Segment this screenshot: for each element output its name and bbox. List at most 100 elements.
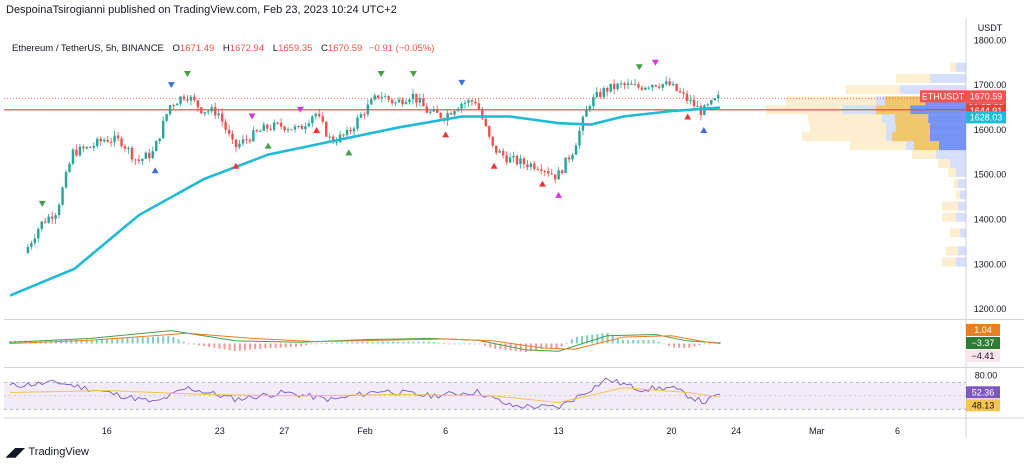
candle-body xyxy=(61,187,64,205)
sell-signal-marker xyxy=(458,79,466,86)
candle-body xyxy=(224,121,227,130)
macd-histogram-bar xyxy=(616,337,619,344)
macd-histogram-bar xyxy=(85,339,88,344)
candle-body xyxy=(102,139,106,142)
candle-body xyxy=(252,130,255,142)
macd-histogram-bar xyxy=(478,343,481,345)
macd-histogram-bar xyxy=(29,340,32,344)
candle-body xyxy=(172,105,175,107)
candle-body xyxy=(182,96,186,100)
candle-body xyxy=(446,113,449,121)
time-tick-label: 6 xyxy=(443,426,448,436)
candle-body xyxy=(418,98,422,103)
time-tick-label: 23 xyxy=(215,426,225,436)
time-tick-label: 27 xyxy=(279,426,289,436)
macd-histogram-bar xyxy=(683,343,686,348)
candle-body xyxy=(436,109,439,113)
volume-profile-bar xyxy=(956,212,966,222)
macd-histogram-bar xyxy=(586,335,589,344)
candle-body xyxy=(279,122,283,127)
macd-histogram-bar xyxy=(678,343,681,348)
candle-body xyxy=(259,130,262,132)
macd-histogram-bar xyxy=(637,340,640,344)
macd-histogram-bar xyxy=(243,343,246,351)
time-tick-label: 13 xyxy=(554,426,564,436)
chart-frame[interactable]: USDT 1200.00 1300.00 1400.00 1500.00 1600.00 1… xyxy=(0,18,1024,440)
candle-body xyxy=(571,154,574,160)
macd-histogram-bar xyxy=(407,341,410,344)
macd-histogram-bar xyxy=(187,343,190,345)
candle-body xyxy=(220,113,224,122)
sell-signal-marker xyxy=(651,59,659,66)
macd-histogram-bar xyxy=(152,336,155,344)
macd-histogram-bar xyxy=(146,337,149,344)
macd-histogram-bar xyxy=(24,340,27,344)
macd-histogram-bar xyxy=(233,343,236,352)
candle-body xyxy=(585,109,588,117)
candle-body xyxy=(592,97,595,107)
macd-histogram-bar xyxy=(453,343,456,345)
macd-histogram-bar xyxy=(197,343,200,346)
macd-histogram-bar xyxy=(438,342,441,344)
macd-histogram-bar xyxy=(300,343,303,347)
candle-body xyxy=(474,101,477,104)
candle-body xyxy=(85,146,89,149)
tradingview-footer[interactable]: ◢◤ TradingView xyxy=(6,445,89,459)
volume-profile-bar xyxy=(930,73,966,83)
candle-body xyxy=(501,150,505,156)
macd-histogram-bar xyxy=(366,341,369,344)
candle-body xyxy=(234,139,238,148)
macd-histogram-bar xyxy=(427,341,430,344)
volume-profile-bar xyxy=(950,159,966,169)
macd-histogram-bar xyxy=(443,343,446,345)
candle-body xyxy=(269,128,272,130)
rsi-value-tag: 52.36 xyxy=(972,387,995,397)
candle-body xyxy=(99,138,102,142)
candle-body xyxy=(484,118,488,127)
candle-body xyxy=(227,129,231,134)
macd-value-tag: −4.41 xyxy=(972,351,995,361)
candle-body xyxy=(529,163,533,168)
candle-body xyxy=(179,96,182,104)
candle-body xyxy=(37,228,40,239)
candle-body xyxy=(331,136,335,143)
candle-body xyxy=(262,124,265,131)
candle-body xyxy=(717,94,720,99)
candle-body xyxy=(713,98,716,101)
macd-value-tag-bg xyxy=(966,324,1000,336)
macd-histogram-bar xyxy=(75,339,78,344)
candle-body xyxy=(543,171,546,173)
macd-histogram-bar xyxy=(131,337,134,344)
ma-price-tag-bg xyxy=(966,111,1006,124)
macd-histogram-bar xyxy=(524,343,527,353)
candle-body xyxy=(352,128,356,132)
candle-body xyxy=(120,138,123,147)
candle-body xyxy=(148,152,151,159)
buy-signal-marker xyxy=(313,126,321,133)
candle-body xyxy=(623,83,626,85)
macd-histogram-bar xyxy=(100,339,103,344)
low-value: 1659.35 xyxy=(278,43,313,54)
candle-body xyxy=(68,163,71,172)
candle-body xyxy=(540,169,543,172)
candle-body xyxy=(106,139,109,142)
candle-body xyxy=(304,126,307,130)
volume-profile-bar xyxy=(846,85,900,95)
macd-value-tag: 1.04 xyxy=(974,325,992,335)
macd-histogram-bar xyxy=(325,343,328,344)
candle-body xyxy=(553,174,557,180)
volume-profile-bar xyxy=(808,114,882,124)
chart-canvas[interactable]: USDT 1200.00 1300.00 1400.00 1500.00 1600.00 1… xyxy=(0,18,1024,440)
candle-body xyxy=(453,111,456,115)
close-label: C xyxy=(321,43,328,54)
candle-body xyxy=(238,143,241,148)
candle-body xyxy=(328,136,331,138)
publisher-text: DespoinaTsirogianni published on Trading… xyxy=(6,4,397,16)
macd-histogram-bar xyxy=(667,343,670,347)
candle-body xyxy=(387,96,390,100)
candle-body xyxy=(373,95,376,100)
sell-signal-marker xyxy=(377,70,385,77)
high-label: H xyxy=(222,43,230,54)
macd-histogram-bar xyxy=(627,340,630,344)
candle-body xyxy=(710,100,713,105)
